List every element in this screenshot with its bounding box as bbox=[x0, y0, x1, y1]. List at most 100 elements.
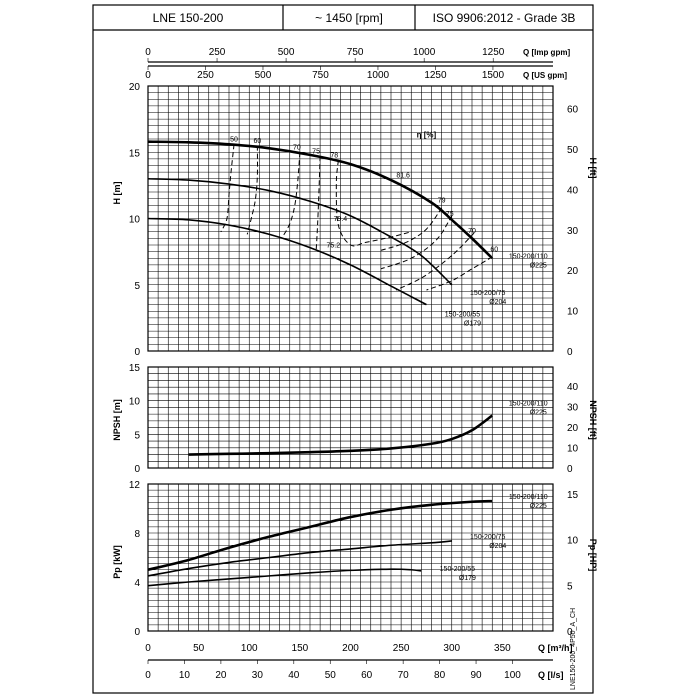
series-label: 150-200/110 bbox=[509, 400, 548, 407]
ls-tick-label: 100 bbox=[504, 670, 521, 681]
y-right-tick-label: 15 bbox=[567, 490, 579, 501]
efficiency-iso-line bbox=[395, 232, 475, 291]
plot-frame bbox=[147, 366, 554, 469]
us-tick-label: 1000 bbox=[367, 70, 390, 81]
series-diameter: Ø179 bbox=[464, 321, 481, 328]
y-tick-label: 10 bbox=[129, 215, 141, 226]
us-tick-label: 500 bbox=[255, 70, 272, 81]
efficiency-iso-line bbox=[426, 256, 493, 291]
series-diameter: Ø204 bbox=[489, 299, 506, 306]
y-tick-label: 0 bbox=[134, 347, 140, 358]
head-y-right-label: H [ft] bbox=[588, 158, 598, 179]
y-right-tick-label: 20 bbox=[567, 266, 579, 277]
y-right-tick-label: 30 bbox=[567, 226, 579, 237]
npsh-chart: 0 5 10 15 0 10 20 30 40 150-200/110 Ø225 bbox=[129, 363, 579, 475]
us-gpm-axis: 0 250 500 750 1000 1250 1500 bbox=[145, 65, 553, 81]
efficiency-iso-line bbox=[315, 156, 321, 252]
m3h-tick-label: 200 bbox=[342, 643, 359, 654]
npsh-y-right-label: NPSH [ft] bbox=[588, 400, 598, 440]
efficiency-iso-line bbox=[220, 144, 235, 232]
y-right-tick-label: 0 bbox=[567, 464, 573, 475]
efficiency-iso-line bbox=[281, 152, 301, 239]
ls-tick-label: 30 bbox=[252, 670, 264, 681]
series-line-150-200-75 bbox=[147, 177, 453, 286]
y-tick-label: 0 bbox=[134, 627, 140, 638]
head-y-label: H [m] bbox=[112, 182, 122, 205]
ls-axis: 0 10 20 30 40 50 60 70 80 90 100 bbox=[145, 659, 553, 681]
efficiency-iso-line bbox=[380, 207, 443, 251]
efficiency-label: 78 bbox=[330, 153, 338, 160]
series-label: 150-200/75 bbox=[470, 534, 506, 541]
imp-tick-label: 750 bbox=[347, 47, 364, 58]
us-tick-label: 1250 bbox=[424, 70, 447, 81]
series-line-150-200-75 bbox=[147, 540, 452, 577]
efficiency-label: 75.2 bbox=[326, 243, 340, 250]
imp-tick-label: 1000 bbox=[413, 47, 436, 58]
y-right-tick-label: 5 bbox=[567, 581, 573, 592]
y-tick-label: 10 bbox=[129, 397, 141, 408]
npsh-y-label: NPSH [m] bbox=[112, 399, 122, 441]
efficiency-iso-line bbox=[380, 215, 453, 270]
imp-gpm-axis: 0 250 500 750 1000 1250 bbox=[145, 47, 553, 63]
efficiency-label: 60 bbox=[490, 247, 498, 254]
plot-frame bbox=[147, 483, 554, 632]
us-tick-label: 750 bbox=[312, 70, 329, 81]
series-label: 150-200/55 bbox=[445, 312, 481, 319]
efficiency-label: 50 bbox=[230, 137, 238, 144]
efficiency-label: 60 bbox=[253, 138, 261, 145]
y-tick-label: 8 bbox=[134, 529, 140, 540]
series-diameter: Ø179 bbox=[459, 575, 476, 582]
y-right-tick-label: 40 bbox=[567, 185, 579, 196]
series-label: 150-200/110 bbox=[509, 494, 548, 501]
imp-gpm-axis-label: Q [Imp gpm] bbox=[523, 48, 570, 57]
y-tick-label: 12 bbox=[129, 480, 141, 491]
efficiency-label: 70 bbox=[293, 145, 301, 152]
y-tick-label: 5 bbox=[134, 281, 140, 292]
efficiency-label: 79.4 bbox=[334, 216, 348, 223]
ls-tick-label: 60 bbox=[361, 670, 373, 681]
y-right-tick-label: 0 bbox=[567, 347, 573, 358]
outer-frame bbox=[92, 4, 594, 694]
efficiency-label: 75 bbox=[446, 211, 454, 218]
y-right-tick-label: 10 bbox=[567, 536, 579, 547]
series-diameter: Ø225 bbox=[530, 409, 547, 416]
power-y-label: Pp [kW] bbox=[112, 545, 122, 579]
m3h-axis: 0 50 100 150 200 250 300 350 bbox=[145, 643, 511, 654]
imp-tick-label: 250 bbox=[209, 47, 226, 58]
y-right-tick-label: 40 bbox=[567, 382, 579, 393]
header: LNE 150-200 ~ 1450 [rpm] ISO 9906:2012 -… bbox=[93, 5, 593, 31]
series-diameter: Ø225 bbox=[530, 503, 547, 510]
series-label: 150-200/110 bbox=[509, 253, 548, 260]
top-axes: 0 250 500 750 1000 1250 Q [Imp gpm] 0 250 500 75… bbox=[145, 47, 570, 81]
imp-tick-label: 1250 bbox=[482, 47, 505, 58]
series-line-150-200-110 bbox=[188, 414, 494, 456]
grid bbox=[147, 483, 554, 632]
y-tick-label: 20 bbox=[129, 82, 141, 93]
series-label: 150-200/55 bbox=[440, 566, 476, 573]
efficiency-axis-label: η [%] bbox=[417, 131, 437, 140]
y-right-tick-label: 30 bbox=[567, 402, 579, 413]
efficiency-label: 81.6 bbox=[396, 172, 410, 179]
series-line-150-200-55 bbox=[147, 217, 427, 306]
efficiency-label: 75 bbox=[312, 149, 320, 156]
ls-tick-label: 50 bbox=[325, 670, 337, 681]
series-line-150-200-110 bbox=[147, 499, 493, 572]
series-diameter: Ø204 bbox=[489, 543, 506, 550]
series-diameter: Ø225 bbox=[530, 262, 547, 269]
ls-tick-label: 90 bbox=[470, 670, 482, 681]
y-tick-label: 4 bbox=[134, 578, 140, 589]
series-line-150-200-110 bbox=[147, 140, 494, 260]
model-title: LNE 150-200 bbox=[153, 11, 224, 25]
y-right-tick-label: 50 bbox=[567, 145, 579, 156]
efficiency-label: 70 bbox=[468, 228, 476, 235]
y-right-tick-label: 10 bbox=[567, 307, 579, 318]
ls-tick-label: 40 bbox=[288, 670, 300, 681]
ls-tick-label: 70 bbox=[398, 670, 410, 681]
standard-title: ISO 9906:2012 - Grade 3B bbox=[433, 11, 576, 25]
y-right-tick-label: 20 bbox=[567, 423, 579, 434]
us-tick-label: 0 bbox=[145, 70, 151, 81]
y-right-tick-label: 60 bbox=[567, 105, 579, 116]
m3h-axis-label: Q [m³/h] bbox=[538, 643, 573, 653]
imp-tick-label: 0 bbox=[145, 47, 151, 58]
ls-tick-label: 20 bbox=[215, 670, 227, 681]
